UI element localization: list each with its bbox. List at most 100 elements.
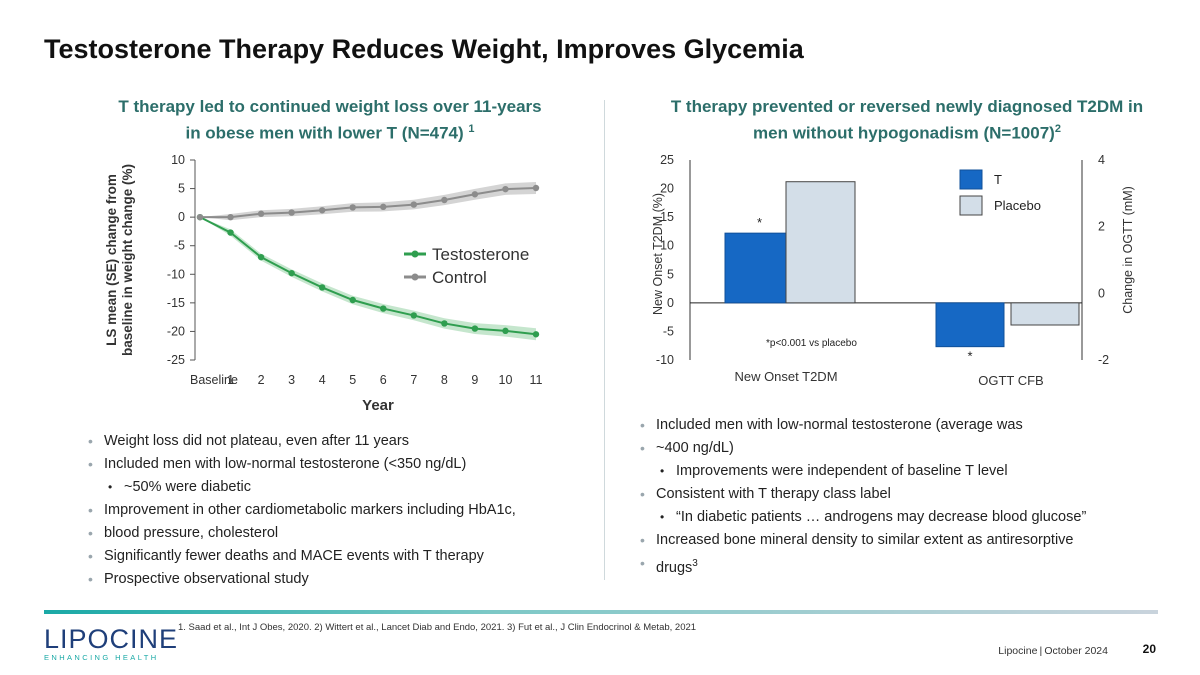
y-tick-label: 0 [178, 210, 185, 224]
data-point-testosterone [349, 296, 356, 304]
data-point-testosterone [532, 331, 540, 338]
data-point-testosterone [227, 229, 234, 236]
x-tick-label: 5 [349, 373, 356, 387]
x-tick-label: 6 [380, 373, 387, 387]
legend-swatch-t [959, 169, 983, 190]
right-bullet: Consistent with T therapy class label [638, 483, 1168, 506]
x-tick-label: 4 [319, 373, 326, 387]
right-y-tick-label: 4 [1098, 153, 1105, 167]
right-heading: T therapy prevented or reversed newly di… [640, 96, 1174, 145]
legend-marker-testosterone [411, 250, 419, 258]
data-point-testosterone [441, 320, 448, 327]
company-logo: LIPOCINE ENHANCING HEALTH [44, 624, 178, 662]
p-value-note: *p<0.001 vs placebo [766, 338, 857, 349]
left-bullet: Improvement in other cardiometabolic mar… [86, 499, 596, 522]
series-line-control [200, 187, 537, 219]
right-heading-ref: 2 [1054, 123, 1061, 135]
x-tick-label: 8 [441, 373, 448, 387]
data-point-control [196, 213, 204, 221]
data-point-control [288, 209, 295, 216]
right-bullets: Included men with low-normal testosteron… [638, 414, 1168, 580]
right-bullet: Included men with low-normal testosteron… [638, 414, 1168, 437]
y-tick-label: 10 [171, 153, 185, 167]
series-line-testosterone [199, 216, 537, 336]
left-sub-bullet: ~50% were diabetic [86, 476, 596, 499]
left-bullet: Weight loss did not plateau, even after … [86, 430, 596, 453]
x-tick-label: 1 [227, 373, 234, 387]
footer-bar [44, 610, 1158, 614]
data-point-control [441, 196, 448, 204]
data-point-control [380, 203, 387, 211]
data-point-testosterone [380, 305, 387, 312]
left-y-axis-title: New Onset T2DM (%) [651, 193, 665, 315]
left-y-tick-label: 0 [667, 296, 674, 310]
right-heading-line1: T therapy prevented or reversed newly di… [670, 97, 1144, 116]
right-sub-bullet: Improvements were independent of baselin… [638, 460, 1168, 483]
footer-date: October 2024 [1044, 645, 1108, 657]
page-number: 20 [1142, 642, 1156, 656]
right-bullet-continuation: drugs3 [638, 552, 1168, 580]
left-bullet: Prospective observational study [86, 568, 596, 591]
legend-label-placebo: Placebo [994, 198, 1041, 213]
column-divider [604, 100, 605, 580]
data-point-testosterone [471, 325, 479, 332]
left-bullet-continuation: blood pressure, cholesterol [86, 522, 596, 545]
x-tick-label: 11 [530, 373, 543, 387]
x-tick-label: 3 [288, 373, 295, 387]
bar-t-new-onset-t2dm [724, 232, 795, 304]
data-point-control [349, 204, 356, 211]
legend-label-control: Control [432, 268, 487, 287]
right-bullet-continuation: ~400 ng/dL) [638, 437, 1168, 460]
y-tick-label: -25 [167, 353, 185, 367]
y-tick-label: -15 [167, 296, 185, 310]
y-axis-title-line2: baseline in weight change (%) [120, 164, 135, 356]
data-point-control [227, 213, 234, 221]
se-band-control [200, 182, 536, 221]
y-tick-label: -5 [174, 239, 185, 253]
left-y-tick-label: 25 [660, 153, 674, 167]
right-y-axis-title: Change in OGTT (mM) [1121, 186, 1135, 314]
legend-marker-control [411, 273, 419, 281]
x-tick-label: 9 [471, 373, 478, 387]
significance-star: * [967, 349, 972, 364]
bar-placebo-ogtt-cfb [1010, 302, 1080, 326]
category-label: New Onset T2DM [734, 369, 837, 384]
left-y-tick-label: 5 [667, 267, 674, 281]
data-point-control [502, 185, 509, 193]
left-y-tick-label: 15 [660, 210, 674, 224]
left-bullet: Included men with low-normal testosteron… [86, 453, 596, 476]
data-point-control [257, 210, 265, 217]
left-heading: T therapy led to continued weight loss o… [60, 96, 600, 145]
right-bullet-ref: 3 [692, 558, 698, 569]
data-point-control [532, 184, 540, 192]
se-band-testosterone [200, 217, 536, 341]
slide-title: Testosterone Therapy Reduces Weight, Imp… [44, 34, 804, 64]
legend-swatch-placebo [959, 195, 983, 216]
right-y-tick-label: 0 [1098, 286, 1105, 300]
bar-t-ogtt-cfb [935, 302, 1005, 348]
data-point-control [318, 207, 326, 214]
right-y-tick-label: -2 [1098, 353, 1109, 367]
legend-label-t: T [994, 172, 1002, 187]
significance-star: * [757, 215, 762, 230]
left-y-tick-label: 10 [660, 239, 674, 253]
category-label: OGTT CFB [978, 373, 1043, 388]
data-point-control [471, 191, 479, 198]
right-y-tick-label: 2 [1098, 220, 1105, 234]
legend-label-testosterone: Testosterone [432, 245, 529, 264]
footer-company-date: Lipocine | October 2024 [998, 645, 1108, 657]
data-point-testosterone [502, 327, 509, 335]
x-tick-label: 10 [499, 373, 513, 387]
x-axis-title: Year [362, 397, 394, 414]
data-point-testosterone [257, 253, 265, 261]
left-y-tick-label: -5 [663, 324, 674, 338]
y-tick-label: -20 [167, 324, 185, 338]
data-point-testosterone [410, 312, 418, 319]
logo-wordmark: LIPOCINE [44, 624, 179, 654]
footer-company: Lipocine [998, 645, 1038, 657]
left-heading-ref: 1 [468, 123, 475, 135]
left-bullets: Weight loss did not plateau, even after … [86, 430, 596, 591]
y-axis-title-line1: LS mean (SE) change from [104, 174, 119, 346]
